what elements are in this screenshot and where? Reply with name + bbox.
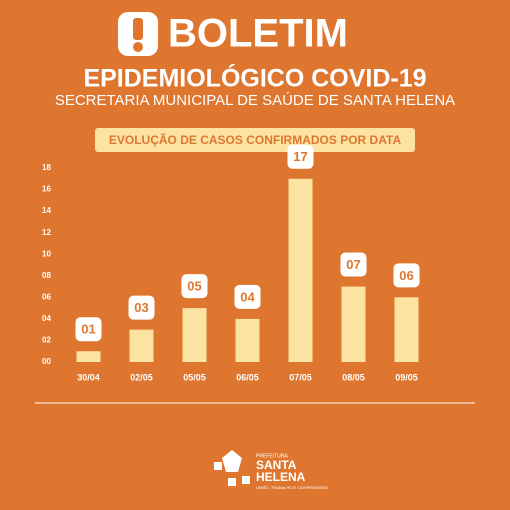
subtitle: EPIDEMIOLÓGICO COVID-19 — [83, 63, 426, 93]
x-tick-label: 05/05 — [183, 372, 206, 382]
bar — [76, 351, 101, 362]
chart-title: EVOLUÇÃO DE CASOS CONFIRMADOS POR DATA — [109, 132, 402, 147]
value-label-box — [128, 295, 155, 320]
value-label: 03 — [134, 300, 148, 315]
y-tick-label: 16 — [42, 185, 51, 194]
alert-icon — [118, 12, 158, 56]
logo-line2: SANTA — [256, 458, 297, 472]
logo-motto: UNIÃO, TRABALHO E COMPROMISSO — [256, 485, 328, 490]
y-tick-label: 02 — [42, 336, 51, 345]
value-label-box — [75, 317, 102, 342]
logo-line1: PREFEITURA — [256, 453, 288, 459]
y-tick-label: 00 — [42, 357, 51, 366]
logo-line3: HELENA — [256, 470, 306, 484]
y-tick-label: 12 — [42, 228, 51, 237]
x-tick-label: 02/05 — [130, 372, 153, 382]
bar — [341, 286, 366, 362]
value-label-box — [393, 263, 420, 288]
x-tick-label: 09/05 — [395, 372, 418, 382]
value-label: 04 — [240, 289, 255, 304]
value-label: 06 — [399, 268, 413, 283]
value-label-box — [287, 144, 314, 169]
value-label-box — [340, 252, 367, 277]
value-label: 17 — [293, 149, 307, 164]
value-label: 01 — [81, 322, 95, 337]
x-tick-label: 30/04 — [77, 372, 100, 382]
logo — [214, 450, 250, 486]
bar — [235, 318, 260, 362]
y-tick-label: 08 — [42, 271, 51, 280]
title: BOLETIM — [168, 12, 348, 56]
value-label: 07 — [346, 257, 360, 272]
bar — [394, 297, 419, 362]
bar — [129, 329, 154, 362]
value-label-box — [181, 274, 208, 299]
value-label-box — [234, 284, 261, 309]
x-tick-label: 08/05 — [342, 372, 365, 382]
bar — [288, 178, 313, 362]
y-tick-label: 10 — [42, 249, 51, 258]
y-tick-label: 14 — [42, 206, 51, 215]
y-tick-label: 06 — [42, 292, 51, 301]
bar — [182, 308, 207, 362]
chart-title-box — [95, 128, 415, 152]
department: SECRETARIA MUNICIPAL DE SAÚDE DE SANTA H… — [55, 92, 455, 109]
value-label: 05 — [187, 279, 201, 294]
y-tick-label: 18 — [42, 163, 51, 172]
x-tick-label: 06/05 — [236, 372, 259, 382]
x-tick-label: 07/05 — [289, 372, 312, 382]
y-tick-label: 04 — [42, 314, 51, 323]
